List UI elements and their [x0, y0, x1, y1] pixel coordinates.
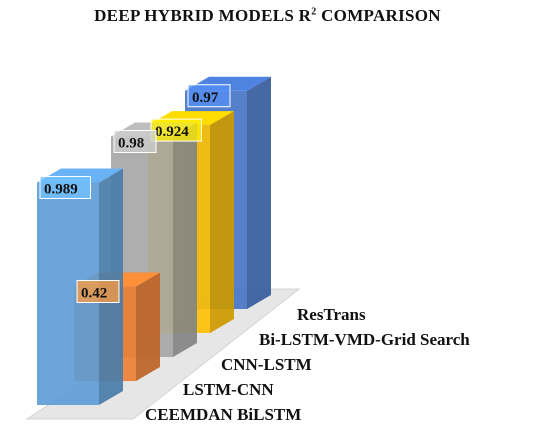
data-label-box	[39, 175, 91, 199]
data-label-value: 0.42	[81, 286, 107, 302]
data-label-box	[76, 280, 120, 303]
data-label-ceemdan-bilstm: 0.989	[39, 175, 91, 199]
bar-side-face	[247, 76, 271, 309]
data-label-value: 0.98	[118, 136, 144, 152]
data-label-value: 0.989	[44, 181, 78, 197]
data-label-box	[187, 84, 231, 108]
tick-label-lstm-cnn: LSTM-CNN	[183, 380, 274, 399]
bar-side-face	[136, 272, 160, 381]
data-label-bi-lstm-vmd-grid-search: 0.924	[150, 118, 202, 142]
chart-title-text: DEEP HYBRID MODELS R	[94, 6, 312, 25]
data-label-restrans: 0.97	[187, 84, 231, 108]
tick-label-bi-lstm-vmd-grid-search: Bi-LSTM-VMD-Grid Search	[259, 330, 470, 349]
chart-title-suffix: COMPARISON	[316, 6, 441, 25]
chart-title: DEEP HYBRID MODELS R2 COMPARISON	[0, 6, 535, 26]
bar-front-face	[37, 182, 99, 405]
bar-side-face	[210, 111, 234, 333]
data-label-box	[113, 130, 157, 153]
chart-title-superscript: 2	[311, 6, 317, 18]
data-label-lstm-cnn: 0.42	[76, 280, 120, 303]
tick-label-restrans: ResTrans	[297, 305, 366, 324]
data-label-value: 0.924	[155, 124, 189, 140]
tick-label-cnn-lstm: CNN-LSTM	[221, 355, 312, 374]
tick-label-ceemdan-bilstm: CEEMDAN BiLSTM	[145, 405, 301, 424]
data-labels: 0.97 0.924 0.98 0.42 0.989	[39, 84, 231, 303]
bar-side-face	[173, 122, 197, 357]
data-label-cnn-lstm: 0.98	[113, 130, 157, 153]
category-tick-labels: CEEMDAN BiLSTM LSTM-CNN CNN-LSTM Bi-LSTM-VM…	[145, 305, 470, 424]
data-label-value: 0.97	[192, 90, 219, 106]
